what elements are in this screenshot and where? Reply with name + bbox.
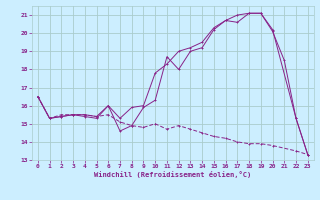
X-axis label: Windchill (Refroidissement éolien,°C): Windchill (Refroidissement éolien,°C) [94,171,252,178]
